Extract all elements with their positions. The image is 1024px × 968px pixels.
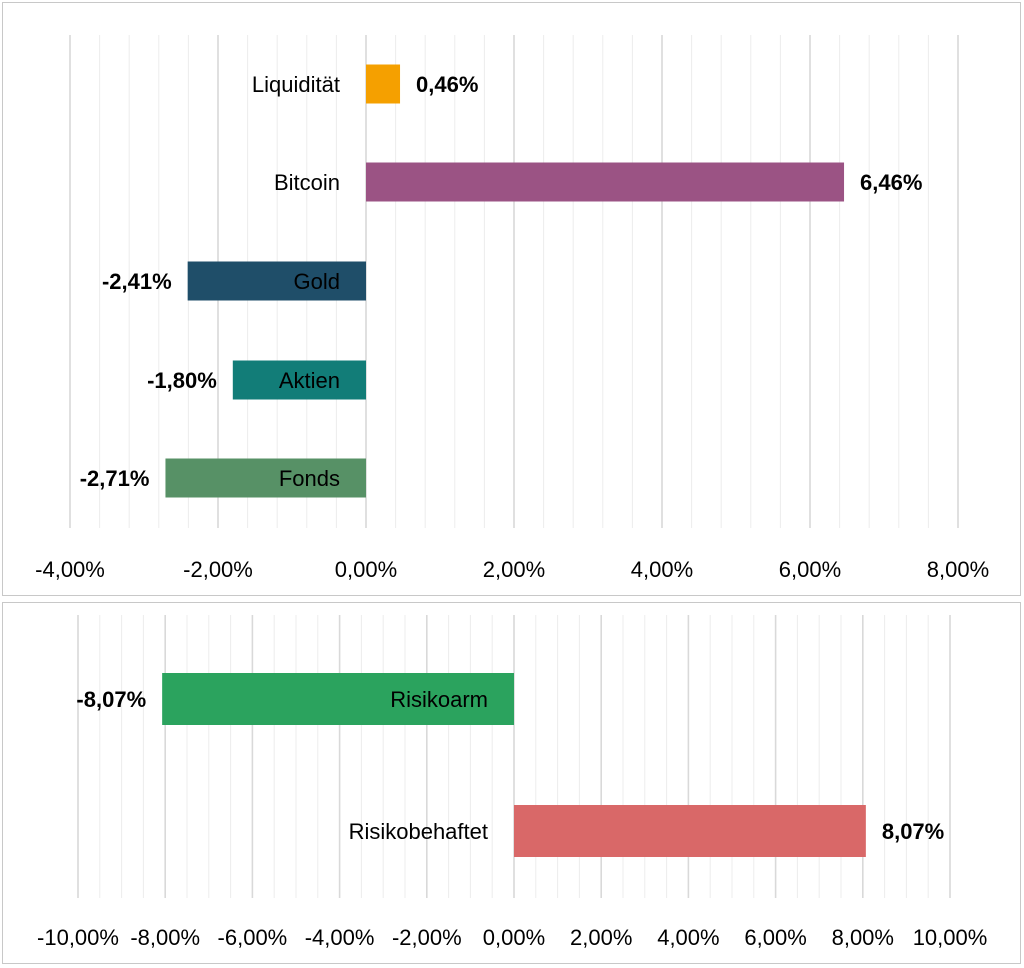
data-label: -8,07% [76,687,146,712]
x-tick-label: -2,00% [392,925,462,950]
x-tick-label: 8,00% [927,557,989,582]
x-tick-label: 6,00% [744,925,806,950]
data-label: 8,07% [882,819,944,844]
bar-fonds [165,458,366,498]
data-label: 0,46% [416,72,478,97]
chart-svg-risk: -10,00% -8,00% -6,00% -4,00% -2,00% 0,00% 2,00… [37,615,988,950]
chart-panel-asset-classes: -4,00% -2,00% 0,00% 2,00% 4,00% 6,00% 8,00% Liq… [2,2,1021,596]
x-tick-label: 6,00% [779,557,841,582]
data-label: -1,80% [147,368,217,393]
x-tick-label: -8,00% [130,925,200,950]
category-label: Liquidität [252,72,340,97]
category-label: Aktien [279,368,340,393]
x-tick-label: 2,00% [483,557,545,582]
category-label: Gold [294,269,340,294]
x-tick-label: 2,00% [570,925,632,950]
bar-aktien [232,360,366,400]
data-label: -2,71% [80,466,150,491]
x-tick-label: 8,00% [832,925,894,950]
data-label: -2,41% [102,269,172,294]
x-tick-label: -10,00% [37,925,119,950]
bar-liquidität [366,64,401,104]
x-tick-label: 10,00% [913,925,988,950]
data-label: 6,46% [860,170,922,195]
category-label: Fonds [279,466,340,491]
chart-panel-risk: -10,00% -8,00% -6,00% -4,00% -2,00% 0,00% 2,00… [2,602,1021,964]
bar-gold [187,261,366,301]
bar-risikoarm [162,673,514,725]
x-tick-label: -2,00% [183,557,253,582]
x-tick-label: 0,00% [483,925,545,950]
x-tick-label: 0,00% [335,557,397,582]
bar-bitcoin [366,162,845,202]
x-tick-label: 4,00% [631,557,693,582]
x-tick-label: -6,00% [218,925,288,950]
category-label: Bitcoin [274,170,340,195]
bar-risikobehaftet [514,805,866,857]
category-label: Risikoarm [390,687,488,712]
x-tick-label: -4,00% [35,557,105,582]
chart-svg-asset-classes: -4,00% -2,00% 0,00% 2,00% 4,00% 6,00% 8,00% Liq… [35,35,989,582]
category-label: Risikobehaftet [349,819,488,844]
x-tick-label: 4,00% [657,925,719,950]
x-tick-label: -4,00% [305,925,375,950]
